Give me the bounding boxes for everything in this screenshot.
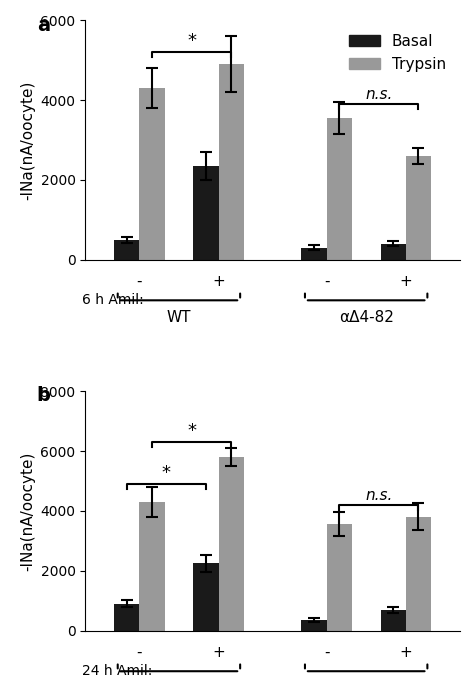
Y-axis label: -INa(nA/oocyte): -INa(nA/oocyte) xyxy=(20,80,35,200)
Bar xyxy=(406,156,431,260)
Bar xyxy=(406,517,431,631)
Bar xyxy=(301,620,327,631)
Text: 24 h Amil:: 24 h Amil: xyxy=(82,664,152,678)
Text: -: - xyxy=(324,274,329,289)
Text: n.s.: n.s. xyxy=(365,87,392,102)
Bar xyxy=(381,243,406,260)
Bar xyxy=(301,247,327,260)
Text: WT: WT xyxy=(167,310,191,325)
Text: n.s.: n.s. xyxy=(365,487,392,502)
Bar xyxy=(139,502,164,631)
Bar xyxy=(193,563,219,631)
Text: αΔ4-82: αΔ4-82 xyxy=(339,310,393,325)
Bar xyxy=(381,610,406,631)
Bar xyxy=(139,88,164,260)
Text: +: + xyxy=(212,274,225,289)
Y-axis label: -INa(nA/oocyte): -INa(nA/oocyte) xyxy=(20,451,35,571)
Text: a: a xyxy=(36,16,50,35)
Legend: Basal, Trypsin: Basal, Trypsin xyxy=(343,28,452,78)
Text: *: * xyxy=(187,422,196,440)
Text: -: - xyxy=(137,645,142,660)
Text: +: + xyxy=(212,645,225,660)
Bar xyxy=(219,64,244,260)
Text: +: + xyxy=(400,645,412,660)
Bar xyxy=(219,457,244,631)
Text: -: - xyxy=(324,645,329,660)
Text: 6 h Amil:: 6 h Amil: xyxy=(82,293,143,307)
Text: *: * xyxy=(187,32,196,50)
Bar xyxy=(193,166,219,260)
Text: b: b xyxy=(36,386,51,405)
Bar xyxy=(327,524,352,631)
Text: +: + xyxy=(400,274,412,289)
Text: *: * xyxy=(162,464,171,481)
Text: -: - xyxy=(137,274,142,289)
Bar xyxy=(327,118,352,260)
Bar xyxy=(114,240,139,260)
Bar xyxy=(114,603,139,631)
